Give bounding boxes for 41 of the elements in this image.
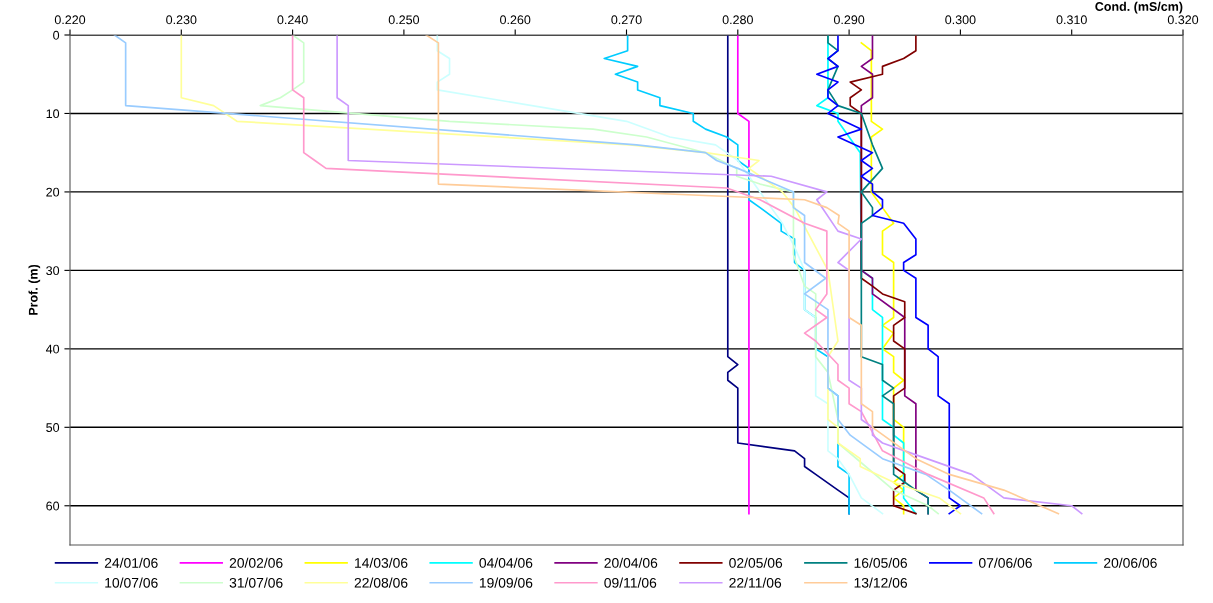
legend-label: 22/08/06 <box>354 577 408 588</box>
legend-label: 07/06/06 <box>978 557 1032 568</box>
x-tick-label: 0.310 <box>1056 15 1087 25</box>
x-tick-label: 0.230 <box>166 15 197 25</box>
legend-label: 13/12/06 <box>854 577 908 588</box>
y-tick-label: 30 <box>46 266 60 276</box>
legend-label: 24/01/06 <box>104 557 158 568</box>
x-tick-label: 0.220 <box>54 15 86 25</box>
legend-label: 31/07/06 <box>229 577 283 588</box>
legend-label: 04/04/06 <box>479 557 533 568</box>
line-series <box>860 42 905 515</box>
legend-label: 16/05/06 <box>854 557 908 568</box>
y-axis-title: Prof. (m) <box>28 264 41 315</box>
y-tick-label: 10 <box>46 109 60 119</box>
legend-label: 09/11/06 <box>604 577 657 588</box>
legend-label: 02/05/06 <box>729 557 783 568</box>
x-tick-label: 0.240 <box>277 15 308 25</box>
x-tick-label: 0.250 <box>388 15 420 25</box>
legend-label: 19/09/06 <box>479 577 533 588</box>
x-tick-label: 0.260 <box>500 15 531 25</box>
line-series <box>815 35 962 515</box>
line-series <box>736 35 750 515</box>
legend-label: 20/06/06 <box>1104 557 1157 568</box>
y-tick-label: 50 <box>46 423 60 432</box>
x-tick-label: 0.270 <box>611 15 642 25</box>
legend-label: 20/02/06 <box>229 557 283 568</box>
legend-label: 22/11/06 <box>729 577 782 588</box>
x-axis-title: Cond. (mS/cm) <box>1095 1 1183 14</box>
legend-label: 10/07/06 <box>105 577 158 588</box>
y-tick-label: 20 <box>46 187 60 197</box>
x-tick-label: 0.290 <box>833 15 865 25</box>
line-series <box>436 35 884 515</box>
line-series <box>827 35 929 515</box>
x-tick-label: 0.300 <box>945 15 976 25</box>
x-tick-label: 0.280 <box>722 15 753 25</box>
legend-label: 14/03/06 <box>355 557 408 568</box>
y-tick-label: 0 <box>53 30 60 40</box>
y-tick-label: 60 <box>46 501 60 511</box>
y-tick-label: 40 <box>45 344 60 354</box>
x-tick-label: 0.320 <box>1167 15 1199 25</box>
legend-label: 20/04/06 <box>604 557 658 568</box>
